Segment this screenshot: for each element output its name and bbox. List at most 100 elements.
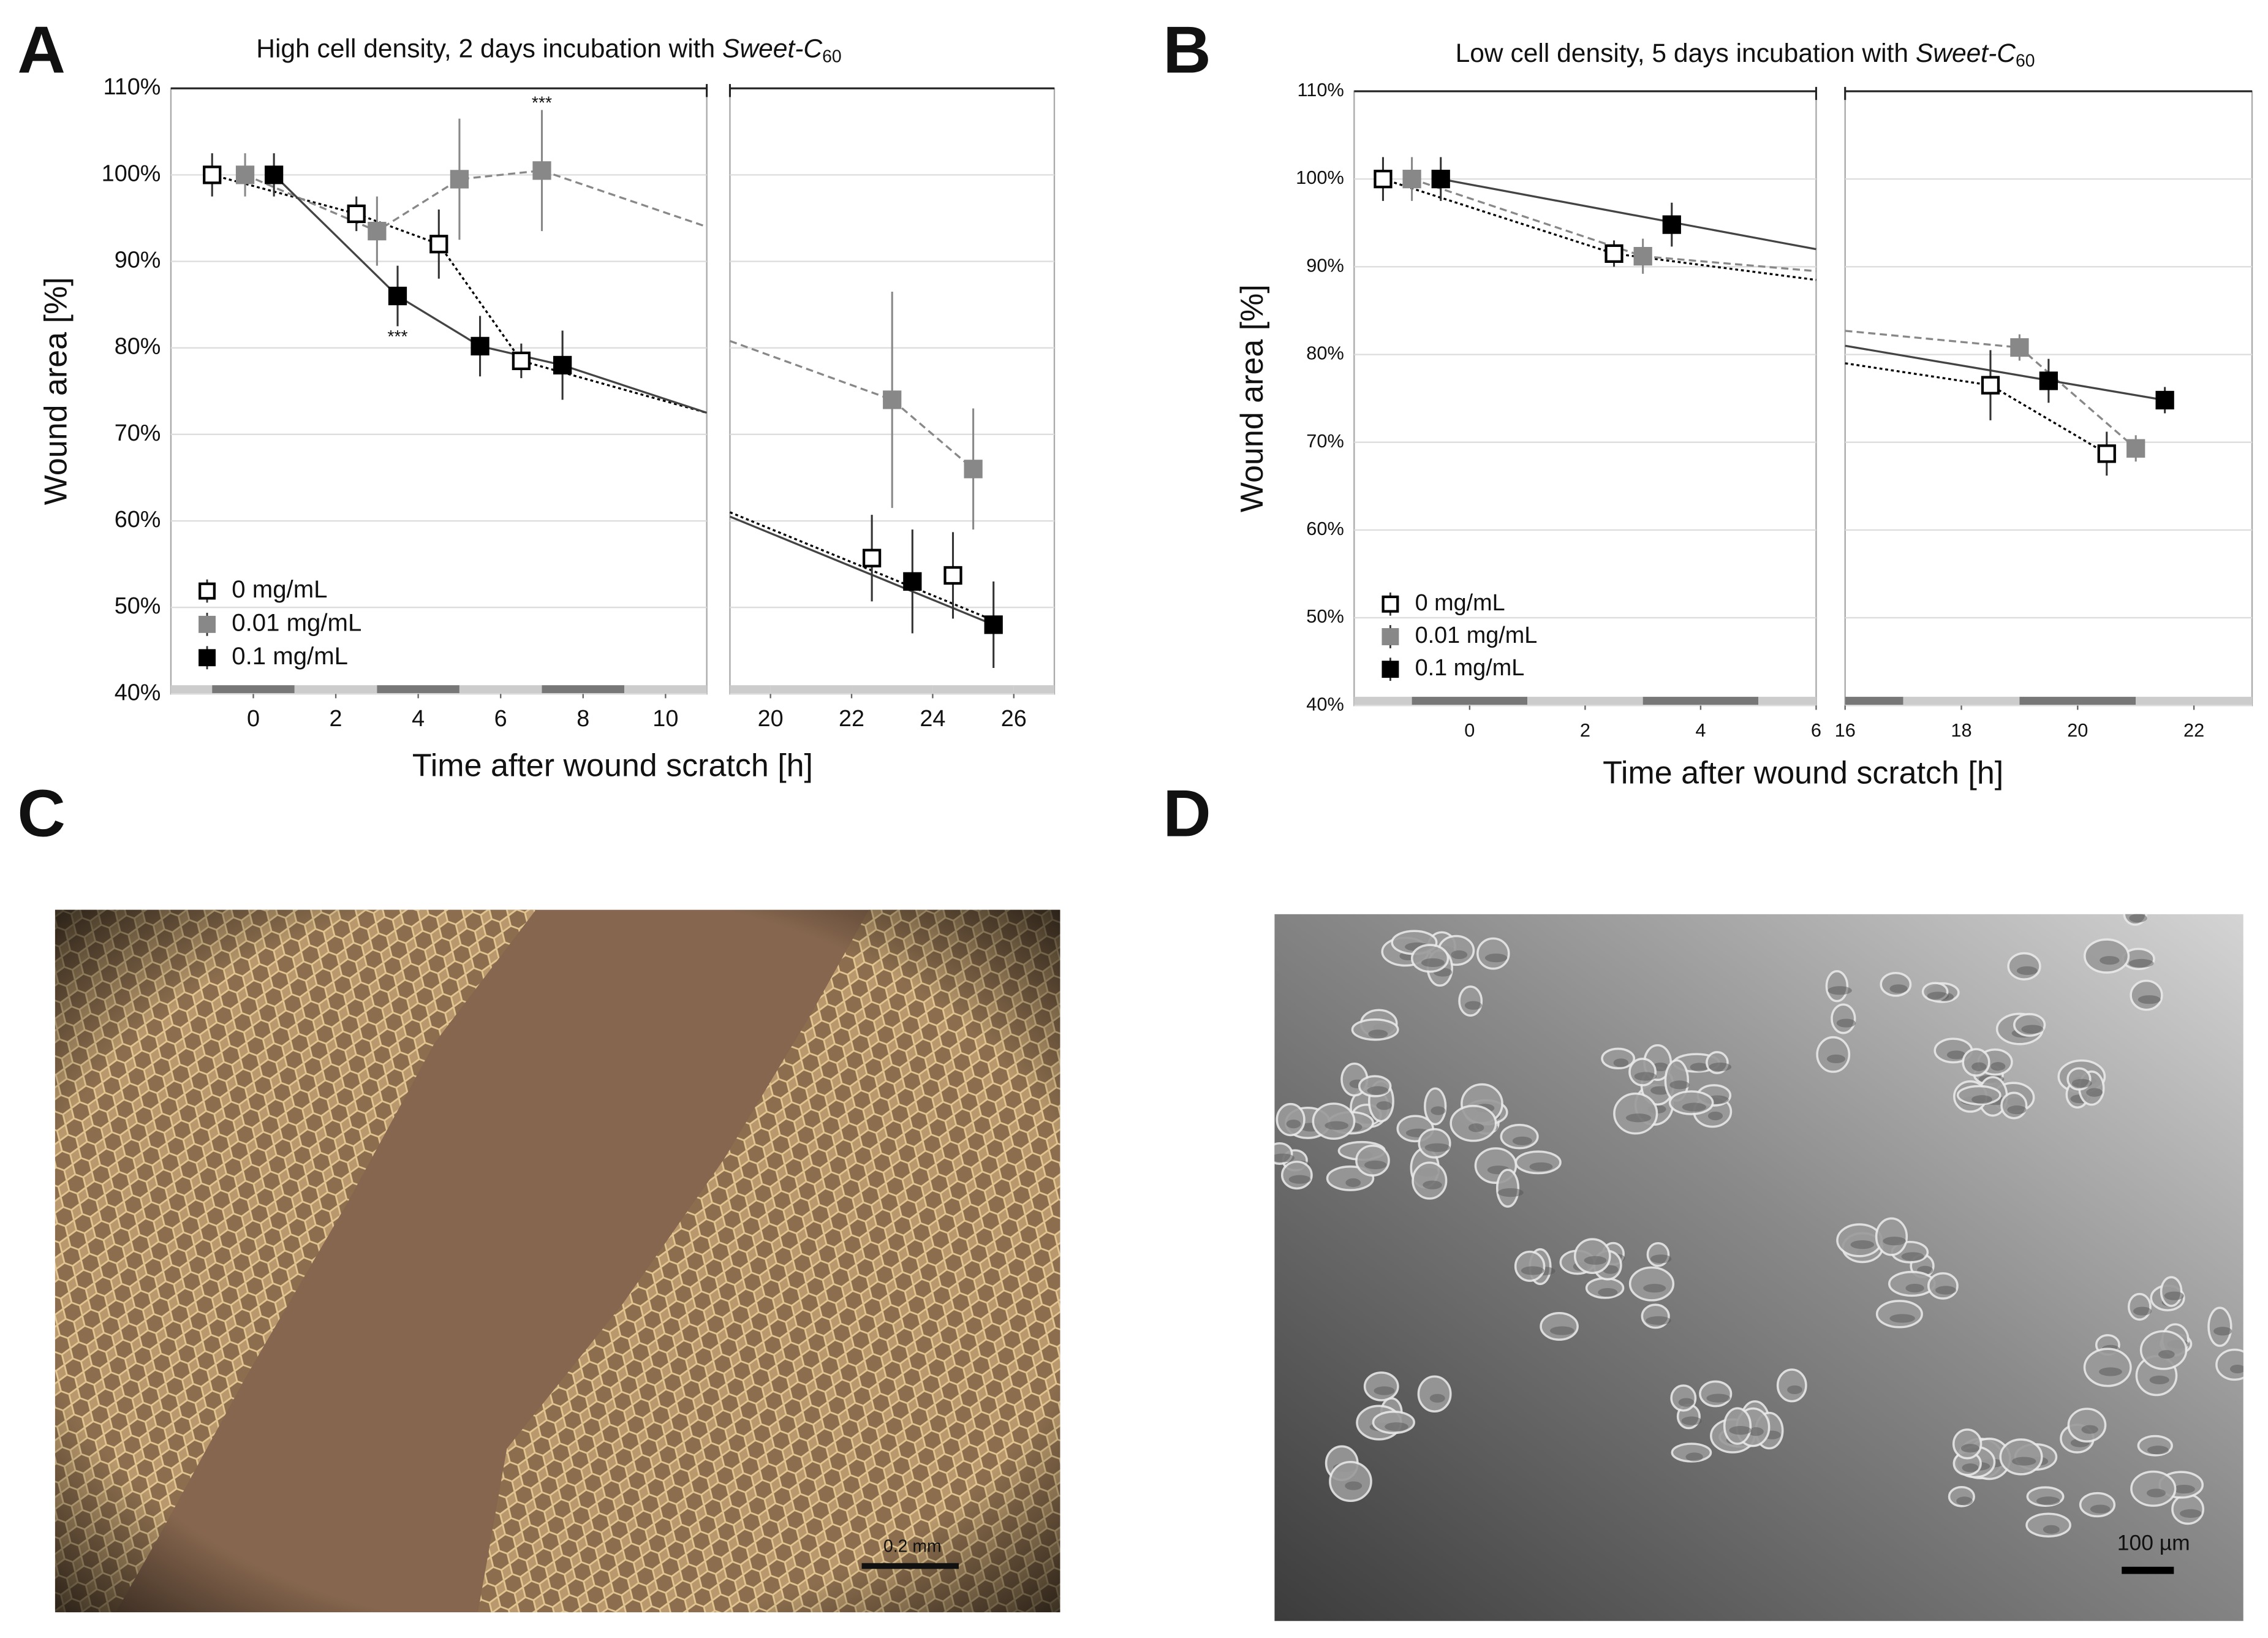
cell-shadow: [1990, 1062, 2006, 1071]
y-tick-label: 50%: [1306, 605, 1344, 627]
cell-shadow: [1598, 1287, 1618, 1297]
cell-shadow: [1946, 1050, 1966, 1060]
cell: [2160, 1276, 2183, 1307]
cell: [1670, 1384, 1697, 1412]
cell-shadow: [1484, 954, 1508, 963]
point: [1431, 169, 1450, 189]
time-band: [459, 685, 542, 694]
cell: [2171, 1493, 2205, 1525]
significance: ***: [387, 327, 407, 347]
y-axis-label: Wound area [%]: [1234, 284, 1270, 512]
point: [2155, 390, 2174, 410]
x-tick-label: 10: [652, 706, 678, 732]
cell-shadow: [1497, 1188, 1524, 1197]
cell: [1952, 1428, 1983, 1460]
cell: [1836, 1223, 1883, 1257]
cell-shadow: [1376, 1101, 1392, 1110]
cell-shadow: [1431, 1106, 1446, 1115]
point: [235, 165, 255, 184]
point: [903, 572, 922, 591]
point: [1633, 247, 1652, 266]
time-band: [377, 685, 459, 694]
cell-shadow: [2081, 1425, 2098, 1434]
cell: [2127, 1292, 2152, 1321]
cell-shadow: [2043, 1525, 2060, 1534]
cell: [1831, 1003, 1856, 1034]
x-tick-label: 24: [920, 706, 945, 732]
cell-shadow: [1345, 1178, 1361, 1188]
cell-shadow: [1787, 1385, 1802, 1395]
fit-line: [211, 173, 994, 621]
cell-shadow: [1364, 1160, 1387, 1170]
cell-shadow: [1512, 1136, 1532, 1145]
legend-label: 0.1 mg/mL: [1415, 655, 1525, 681]
y-tick-label: 90%: [115, 248, 161, 273]
time-band: [852, 685, 933, 694]
cell-shadow: [1625, 1113, 1652, 1123]
time-band: [2136, 697, 2252, 706]
cell: [1450, 1104, 1497, 1142]
cell-shadow: [2180, 1509, 2202, 1518]
cell-shadow: [1729, 1426, 1752, 1435]
cell-shadow: [1652, 1062, 1669, 1072]
cell-shadow: [1368, 1029, 1388, 1039]
cell-shadow: [2147, 1446, 2169, 1455]
cell-shadow: [1584, 1256, 1607, 1265]
x-tick-label: 22: [2183, 719, 2204, 741]
cell: [1875, 1217, 1908, 1256]
y-tick-label: 100%: [102, 161, 161, 186]
y-tick-label: 60%: [1306, 518, 1344, 539]
cell: [1875, 1300, 1923, 1329]
cell-shadow: [1421, 958, 1445, 968]
cell: [1573, 1238, 1611, 1275]
x-tick-label: 8: [576, 706, 589, 732]
cell-shadow: [1423, 1180, 1442, 1189]
cell-shadow: [2146, 1488, 2166, 1498]
time-band: [770, 685, 852, 694]
point: [1402, 169, 1421, 189]
legend-label: 0.01 mg/mL: [232, 609, 361, 637]
x-axis-label: Time after wound scratch [h]: [1603, 755, 2003, 791]
cell-shadow: [1889, 984, 1908, 993]
cell-shadow: [2213, 1327, 2232, 1336]
cell: [1927, 1272, 1959, 1300]
legend-label: 0 mg/mL: [1415, 590, 1505, 616]
cell: [2000, 1091, 2028, 1120]
cell-shadow: [2099, 1367, 2122, 1376]
cell-shadow: [2229, 1364, 2243, 1374]
time-band: [1642, 697, 1759, 706]
y-tick-label: 40%: [1306, 693, 1344, 715]
legend-label: 0.1 mg/mL: [232, 642, 348, 670]
cells: [1274, 914, 2243, 1538]
y-tick-label: 90%: [1306, 254, 1344, 276]
cell: [1628, 1058, 1657, 1086]
point: [862, 548, 882, 567]
cell-shadow: [1613, 1058, 1629, 1067]
cell-shadow: [1836, 1018, 1856, 1028]
cell: [1613, 1092, 1658, 1135]
x-tick-label: 4: [1695, 719, 1706, 741]
cell: [1417, 1375, 1452, 1413]
chart: 40% 50% 60% 70% 80% 90% 100% 110% 0 2 4 6 16 18 20 22 0 …: [1163, 13, 2253, 791]
x-tick-label: 18: [1951, 719, 1971, 741]
cell: [1825, 970, 1849, 1003]
point: [2097, 444, 2116, 463]
point: [1981, 376, 2000, 395]
cell-shadow: [1424, 1143, 1451, 1152]
cell-shadow: [2138, 995, 2161, 1004]
legend-marker: [198, 615, 216, 633]
cell-shadow: [1935, 1286, 1957, 1295]
point: [265, 165, 284, 184]
panel-label: B: [1163, 13, 1211, 88]
chart-title: Low cell density, 5 days incubation with…: [1456, 39, 2035, 71]
point: [347, 204, 366, 224]
x-tick-label: 6: [494, 706, 507, 732]
point: [1662, 215, 1681, 234]
x-tick-label: 0: [247, 706, 260, 732]
point: [1605, 244, 1624, 263]
point: [1374, 169, 1393, 189]
cell-shadow: [2158, 1350, 2175, 1359]
legend-label: 0 mg/mL: [232, 575, 327, 603]
fit-line: [244, 169, 974, 470]
